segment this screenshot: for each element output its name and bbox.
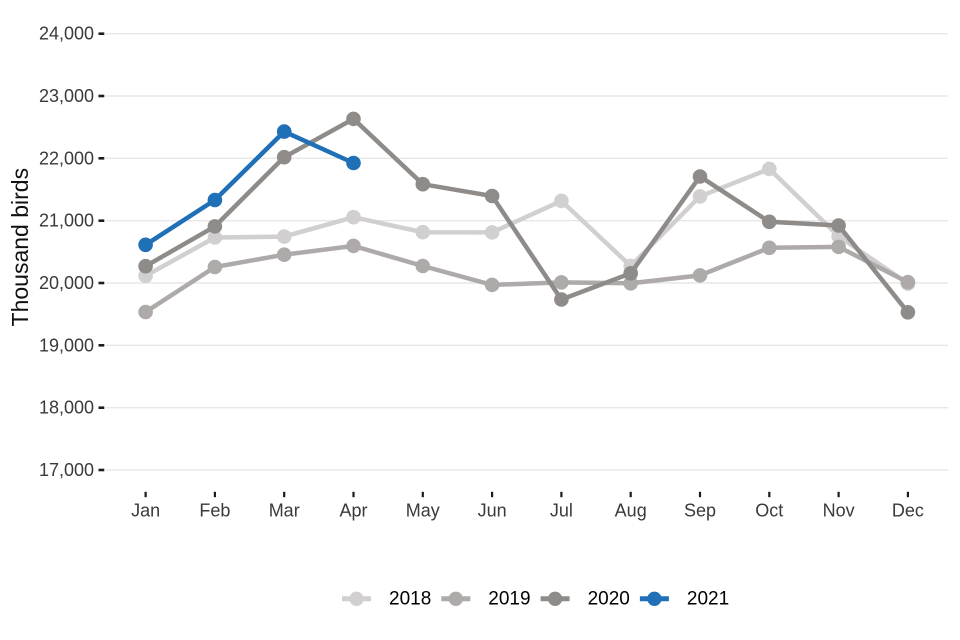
svg-text:Apr: Apr: [339, 501, 367, 521]
svg-text:21,000: 21,000: [39, 211, 94, 231]
svg-text:2018: 2018: [389, 589, 431, 610]
svg-text:Dec: Dec: [892, 501, 924, 521]
svg-text:Jan: Jan: [131, 501, 160, 521]
svg-text:17,000: 17,000: [39, 460, 94, 480]
svg-text:2020: 2020: [588, 589, 630, 610]
svg-text:24,000: 24,000: [39, 24, 94, 44]
svg-text:Thousand birds: Thousand birds: [7, 168, 33, 327]
svg-text:20,000: 20,000: [39, 273, 94, 293]
svg-text:Nov: Nov: [823, 501, 855, 521]
svg-text:Aug: Aug: [615, 501, 647, 521]
svg-text:Oct: Oct: [755, 501, 783, 521]
svg-text:2021: 2021: [687, 589, 729, 610]
svg-text:May: May: [406, 501, 440, 521]
svg-text:18,000: 18,000: [39, 398, 94, 418]
svg-text:22,000: 22,000: [39, 148, 94, 168]
svg-text:Jun: Jun: [478, 501, 507, 521]
svg-text:2019: 2019: [488, 589, 530, 610]
svg-text:Mar: Mar: [269, 501, 300, 521]
svg-text:19,000: 19,000: [39, 335, 94, 355]
svg-text:23,000: 23,000: [39, 86, 94, 106]
svg-text:Jul: Jul: [550, 501, 573, 521]
svg-text:Sep: Sep: [684, 501, 716, 521]
svg-text:Feb: Feb: [199, 501, 230, 521]
